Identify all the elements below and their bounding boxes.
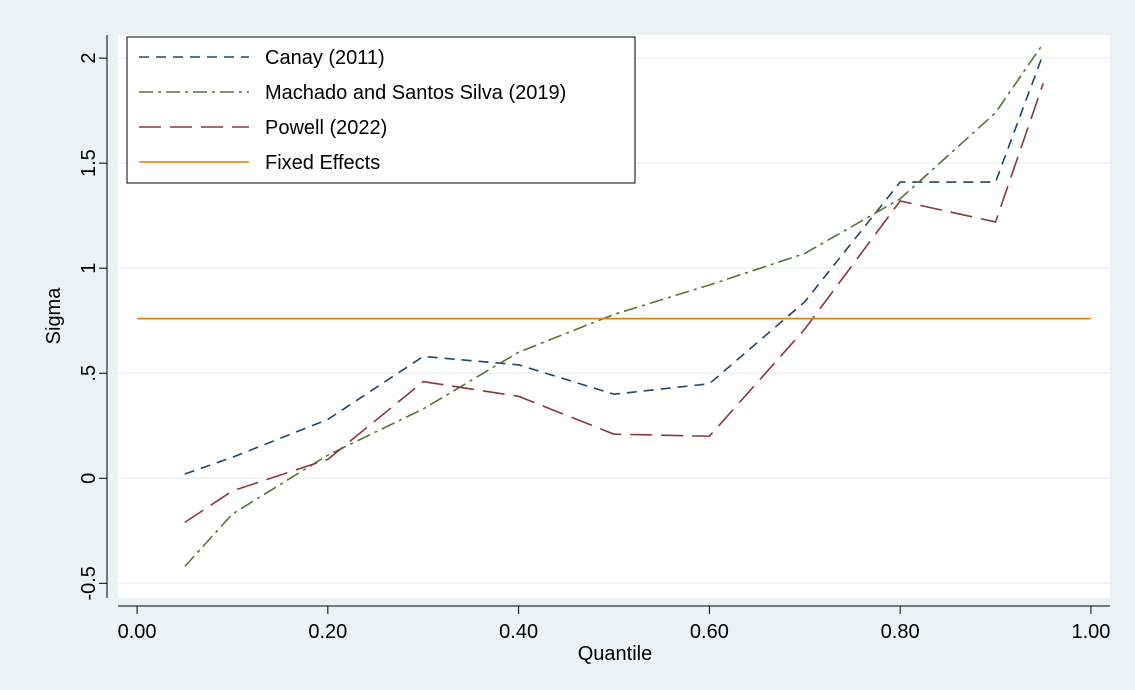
- legend-label: Fixed Effects: [265, 152, 380, 174]
- legend-label: Powell (2022): [265, 117, 387, 139]
- y-tick-label: 0: [78, 473, 100, 484]
- y-tick-label: .5: [78, 365, 100, 382]
- y-tick-label: -0.5: [78, 566, 100, 600]
- x-tick-label: 0.20: [308, 621, 347, 643]
- y-tick-label: 2: [78, 53, 100, 64]
- x-tick-label: 0.40: [499, 621, 538, 643]
- legend-label: Machado and Santos Silva (2019): [265, 82, 566, 104]
- x-tick-label: 0.00: [118, 621, 157, 643]
- series-line: [184, 42, 1044, 568]
- y-tick-label: 1.5: [78, 149, 100, 177]
- y-tick-label: 1: [78, 263, 100, 274]
- y-axis-title: Sigma: [43, 287, 65, 345]
- x-tick-label: 1.00: [1071, 621, 1110, 643]
- legend-box: [126, 36, 636, 184]
- series-line: [184, 83, 1044, 524]
- x-tick-label: 0.60: [690, 621, 729, 643]
- series-line: [184, 53, 1044, 475]
- x-tick-label: 0.80: [881, 621, 920, 643]
- x-axis-title: Quantile: [578, 643, 653, 665]
- legend-label: Canay (2011): [265, 47, 385, 69]
